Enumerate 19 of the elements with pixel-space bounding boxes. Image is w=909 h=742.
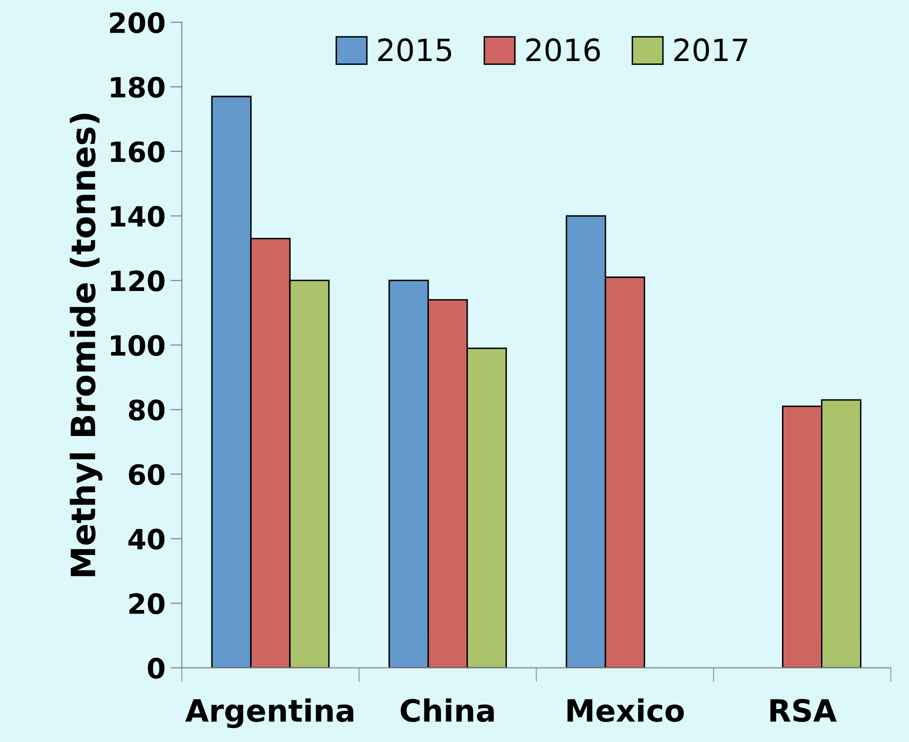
y-tick-label: 40 bbox=[128, 528, 164, 550]
x-tick-label: China bbox=[400, 698, 494, 722]
y-tick-label: 0 bbox=[148, 658, 164, 679]
y-axis-title: Methyl Bromide (tonnes) bbox=[70, 114, 102, 576]
legend-label: 2017 bbox=[674, 38, 748, 62]
x-tick-label: Mexico bbox=[568, 698, 684, 722]
x-tick-label: RSA bbox=[770, 698, 837, 722]
legend-label: 2016 bbox=[526, 38, 600, 62]
y-tick-label: 160 bbox=[110, 141, 164, 162]
x-tick-label: Argentina bbox=[185, 698, 354, 728]
y-tick-label: 20 bbox=[129, 593, 164, 614]
y-tick-label: 180 bbox=[110, 76, 164, 98]
y-tick-label: 100 bbox=[110, 334, 164, 356]
y-tick-label: 140 bbox=[110, 206, 164, 227]
y-tick-label: 120 bbox=[110, 270, 164, 292]
y-tick-label: 80 bbox=[128, 400, 164, 421]
y-tick-label: 60 bbox=[128, 464, 164, 486]
y-tick-label: 200 bbox=[110, 12, 164, 34]
legend-label: 2015 bbox=[378, 38, 452, 62]
